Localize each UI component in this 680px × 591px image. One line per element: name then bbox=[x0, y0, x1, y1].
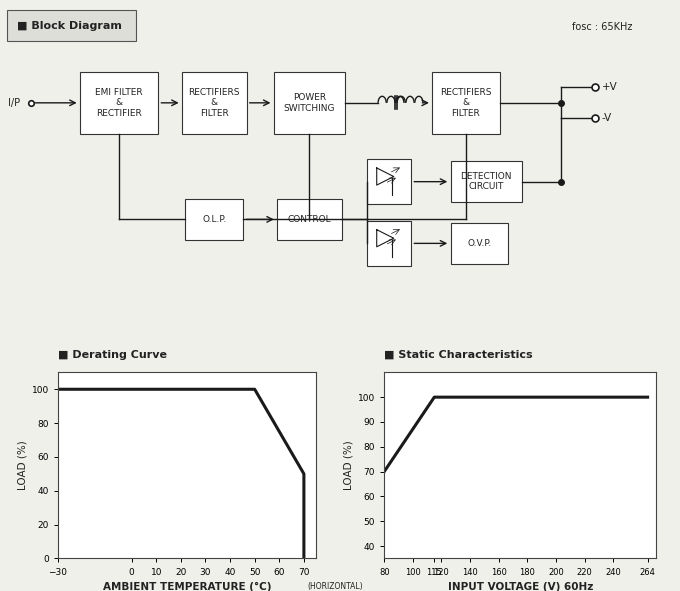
Text: -V: -V bbox=[602, 113, 612, 124]
FancyBboxPatch shape bbox=[80, 72, 158, 134]
Text: CONTROL: CONTROL bbox=[288, 215, 331, 224]
FancyBboxPatch shape bbox=[367, 160, 411, 204]
Text: RECTIFIERS
&
FILTER: RECTIFIERS & FILTER bbox=[188, 88, 240, 118]
FancyBboxPatch shape bbox=[182, 72, 247, 134]
Text: I/P: I/P bbox=[8, 98, 20, 108]
Y-axis label: LOAD (%): LOAD (%) bbox=[344, 440, 354, 491]
X-axis label: AMBIENT TEMPERATURE (°C): AMBIENT TEMPERATURE (°C) bbox=[103, 582, 271, 591]
X-axis label: INPUT VOLTAGE (V) 60Hz: INPUT VOLTAGE (V) 60Hz bbox=[447, 582, 593, 591]
Y-axis label: LOAD (%): LOAD (%) bbox=[18, 440, 27, 491]
Text: fosc : 65KHz: fosc : 65KHz bbox=[572, 22, 632, 33]
Text: ■ Static Characteristics: ■ Static Characteristics bbox=[384, 349, 533, 359]
Text: EMI FILTER
&
RECTIFIER: EMI FILTER & RECTIFIER bbox=[95, 88, 143, 118]
Text: POWER
SWITCHING: POWER SWITCHING bbox=[284, 93, 335, 112]
FancyBboxPatch shape bbox=[432, 72, 500, 134]
FancyBboxPatch shape bbox=[7, 10, 136, 41]
FancyBboxPatch shape bbox=[277, 199, 342, 240]
FancyBboxPatch shape bbox=[450, 161, 522, 202]
Text: (HORIZONTAL): (HORIZONTAL) bbox=[307, 582, 363, 591]
FancyBboxPatch shape bbox=[185, 199, 243, 240]
FancyBboxPatch shape bbox=[450, 223, 508, 264]
Text: ■ Block Diagram: ■ Block Diagram bbox=[17, 21, 122, 31]
Text: O.L.P.: O.L.P. bbox=[202, 215, 226, 224]
Text: ■ Derating Curve: ■ Derating Curve bbox=[58, 349, 167, 359]
Text: RECTIFIERS
&
FILTER: RECTIFIERS & FILTER bbox=[440, 88, 492, 118]
Text: DETECTION
CIRCUIT: DETECTION CIRCUIT bbox=[460, 172, 512, 191]
Text: O.V.P.: O.V.P. bbox=[467, 239, 492, 248]
FancyBboxPatch shape bbox=[367, 221, 411, 266]
Text: +V: +V bbox=[602, 82, 617, 92]
FancyBboxPatch shape bbox=[273, 72, 345, 134]
